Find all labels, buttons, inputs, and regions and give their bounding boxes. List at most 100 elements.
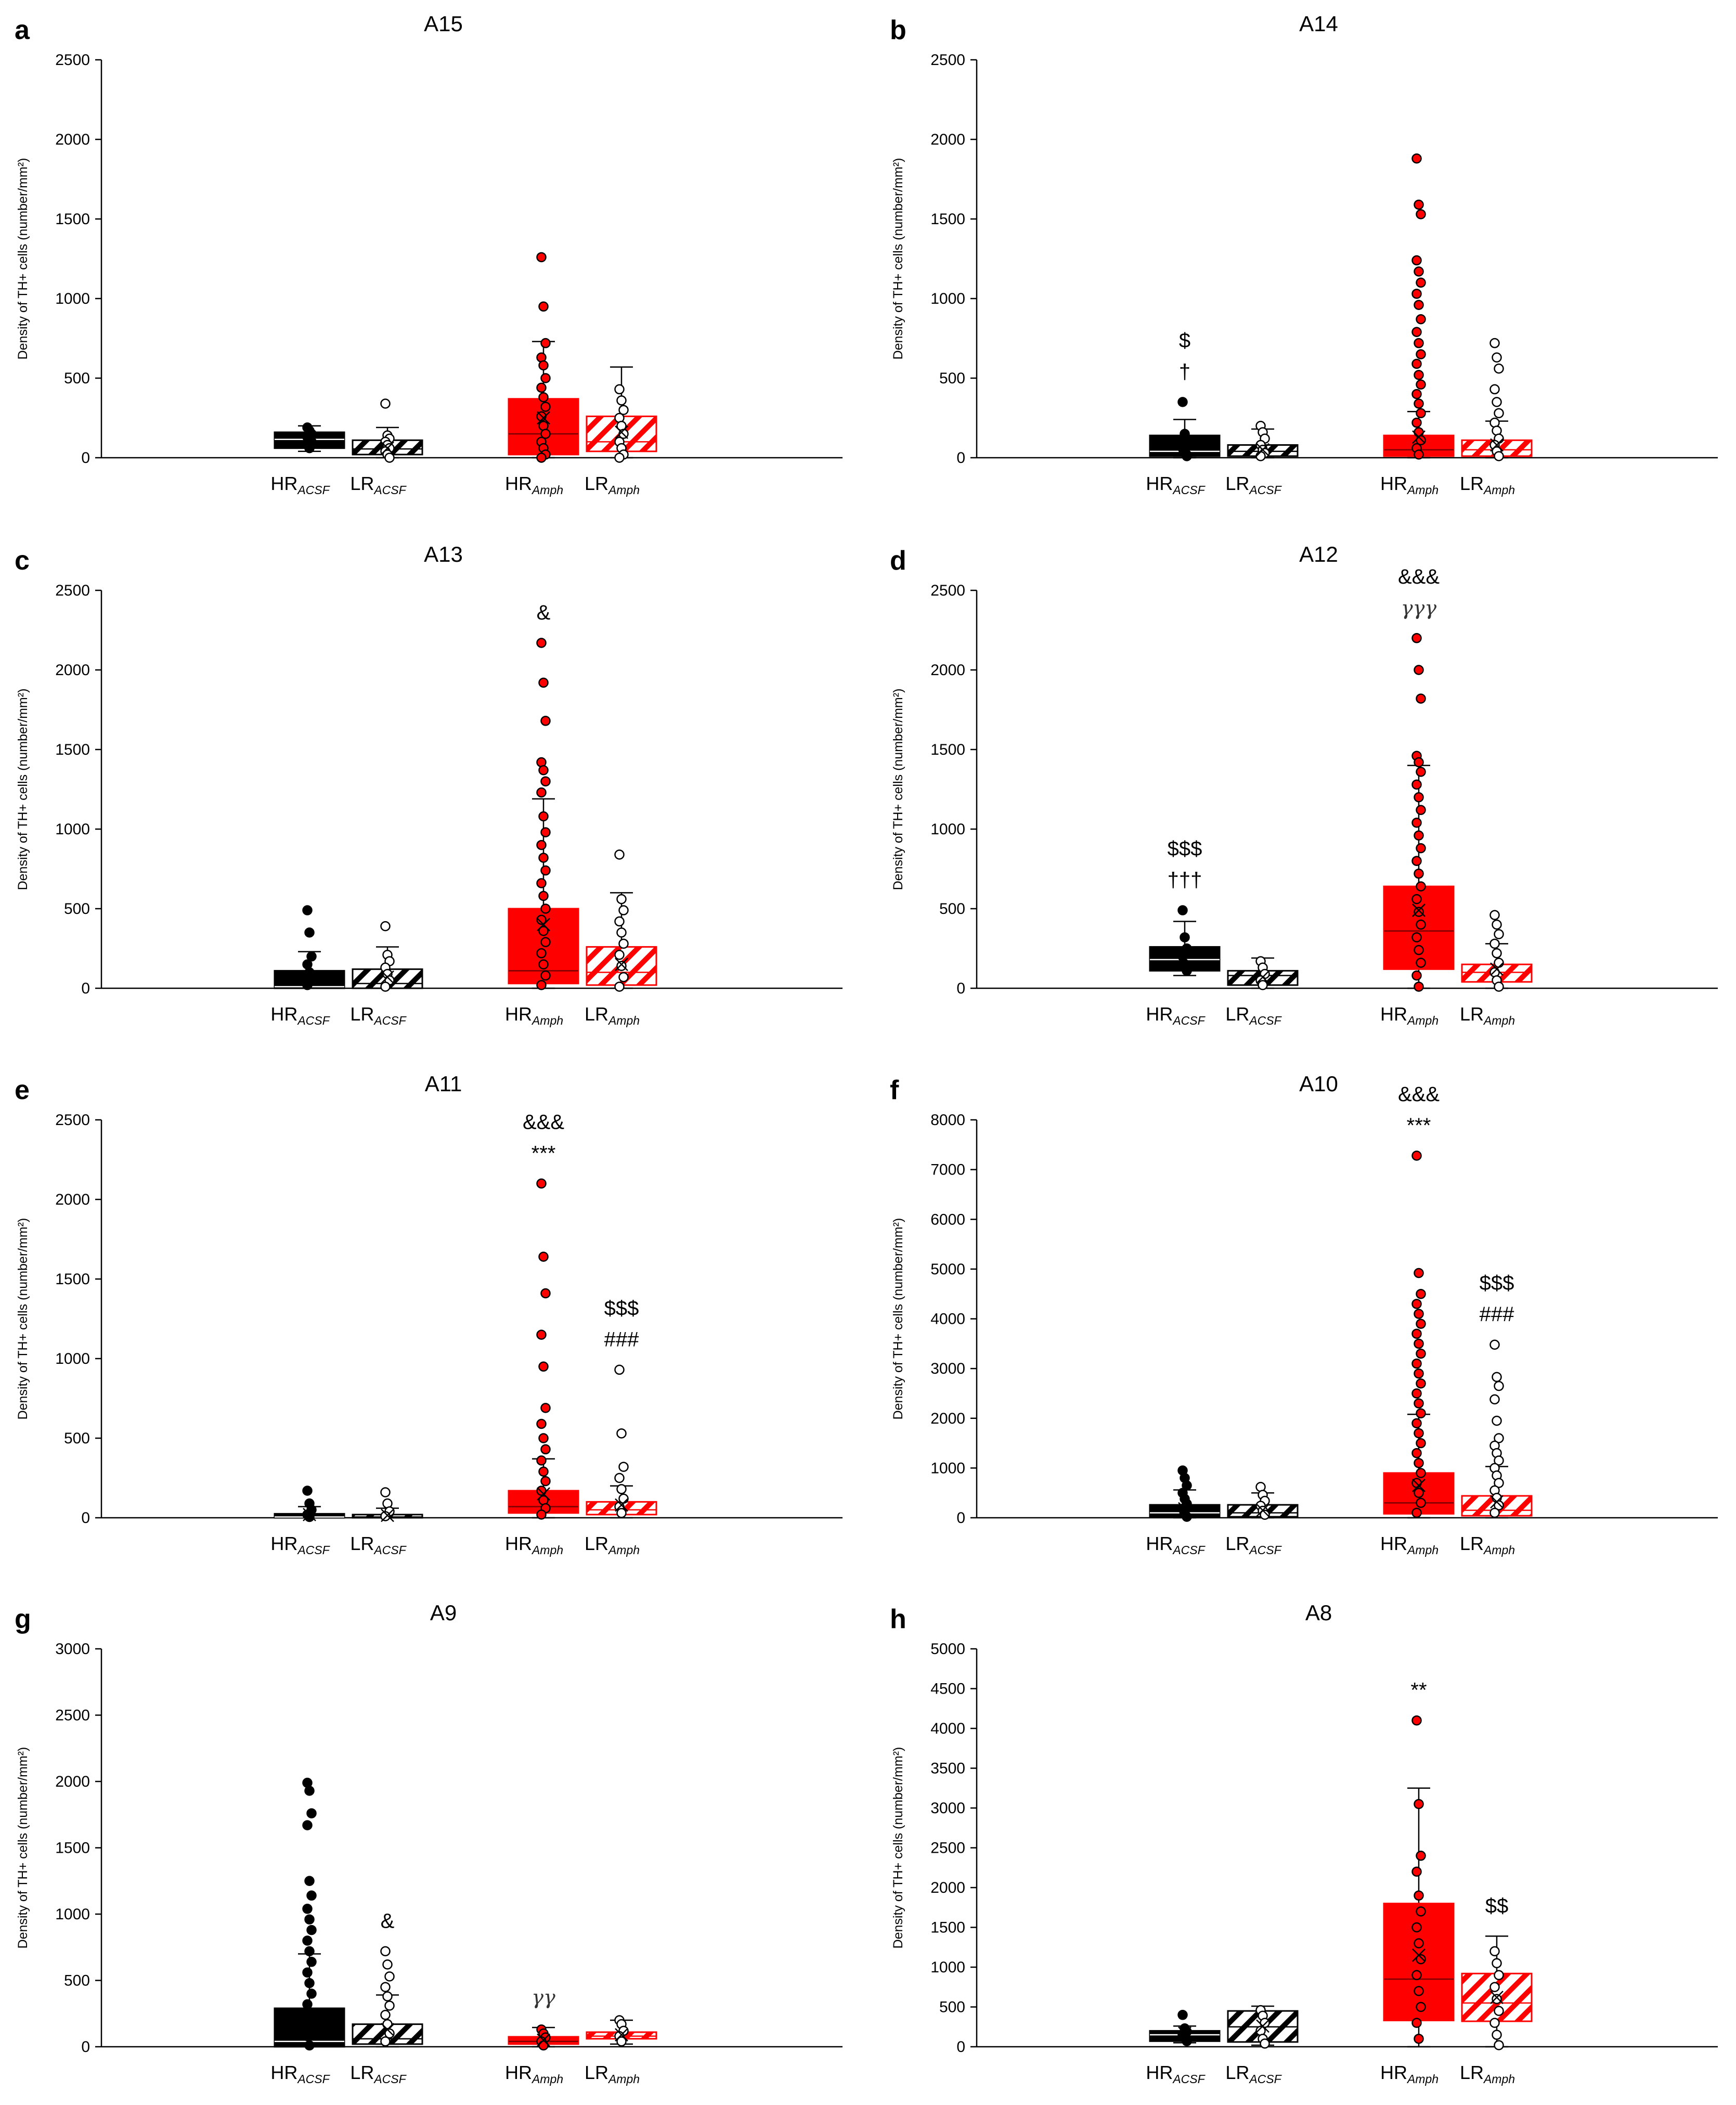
data-point — [1414, 338, 1424, 348]
data-point — [614, 1364, 625, 1375]
panel-letter: b — [890, 15, 906, 45]
data-point — [1492, 919, 1502, 930]
data-point — [1416, 767, 1426, 777]
y-tick-label: 1000 — [55, 1906, 90, 1923]
category-label: LRAmph — [585, 473, 640, 497]
data-point — [1416, 1438, 1426, 1449]
category-label: HRAmph — [505, 473, 563, 497]
category-label: LRAmph — [1460, 473, 1515, 497]
data-point — [1182, 1480, 1192, 1491]
y-tick-label: 2000 — [930, 1410, 965, 1427]
data-point — [1414, 665, 1424, 675]
box-group-3 — [586, 366, 657, 463]
mean-marker — [1490, 1495, 1504, 1509]
data-point — [540, 1403, 551, 1413]
category-label: LRACSF — [1225, 473, 1282, 497]
box-group-1 — [352, 921, 423, 992]
significance-annotation: $$ — [1485, 1894, 1509, 1917]
y-tick-label: 500 — [64, 1430, 90, 1447]
category-label-sub: Amph — [1483, 1543, 1515, 1557]
category-label-sub: ACSF — [1172, 1543, 1206, 1557]
significance-annotation: ††† — [1168, 869, 1202, 892]
data-point — [536, 1486, 547, 1496]
category-label-main: HR — [1380, 2062, 1407, 2083]
y-tick-label: 1500 — [55, 211, 90, 228]
category-label-sub: Amph — [1406, 483, 1439, 497]
category-label-main: LR — [1225, 1533, 1249, 1554]
data-point — [536, 914, 547, 925]
data-point — [1416, 1954, 1426, 1965]
significance-annotation: & — [381, 1909, 395, 1932]
category-label-sub: ACSF — [296, 483, 330, 497]
y-tick-label: 4000 — [930, 1311, 965, 1328]
data-point — [540, 865, 551, 876]
category-label-main: HR — [505, 473, 532, 494]
data-point — [384, 2028, 395, 2039]
mean-marker — [1178, 2026, 1191, 2040]
category-label: HRAmph — [1380, 2062, 1439, 2086]
data-point — [1414, 1368, 1424, 1379]
box-group-2 — [1383, 633, 1455, 992]
data-point — [1492, 397, 1502, 407]
category-label-main: LR — [1225, 2062, 1249, 2083]
category-label-sub: Amph — [531, 1014, 563, 1027]
mean-marker — [615, 425, 628, 439]
data-point — [304, 1914, 315, 1925]
mean-marker — [1256, 2019, 1269, 2033]
significance-annotation: *** — [1407, 1114, 1431, 1137]
category-label-main: LR — [585, 1003, 608, 1025]
category-label-sub: Amph — [1483, 1014, 1515, 1027]
data-point — [380, 1487, 391, 1497]
data-point — [536, 878, 547, 888]
data-point — [1414, 868, 1424, 879]
box-group-3 — [586, 1364, 657, 1519]
data-point — [536, 1455, 547, 1466]
category-label-sub: Amph — [531, 483, 563, 497]
data-point — [1411, 1299, 1422, 1309]
category-label-sub: Amph — [1483, 483, 1515, 497]
data-point — [1411, 2018, 1422, 2028]
mean-marker — [1178, 1502, 1191, 1516]
category-label-main: HR — [1146, 1003, 1173, 1025]
category-label-sub: Amph — [607, 483, 640, 497]
chart-panel-d: d A12 0 500 1000 1500 2000 2500 Density of TH+ c… — [890, 542, 1718, 1027]
category-label-sub: ACSF — [296, 1543, 330, 1557]
data-point — [1489, 1982, 1500, 1992]
category-label-sub: ACSF — [1248, 483, 1282, 497]
chart-panel-g: g A9 0 500 1000 1500 2000 2500 3000 Density of TH… — [15, 1600, 843, 2086]
data-point — [1411, 327, 1422, 338]
chart-panel-a: a A15 0 500 1000 1500 2000 2500 Density of TH+ c… — [15, 11, 843, 497]
y-tick-label: 1500 — [55, 1271, 90, 1288]
y-tick-label: 2000 — [55, 662, 90, 679]
mean-marker — [1490, 962, 1504, 976]
data-point — [1260, 1509, 1270, 1520]
box-group-1 — [1227, 421, 1299, 461]
data-point — [304, 1786, 315, 1796]
data-point — [618, 972, 629, 983]
y-tick-label: 1000 — [930, 290, 965, 307]
data-point — [540, 903, 551, 914]
significance-annotation: ### — [1480, 1303, 1514, 1326]
data-point — [306, 1890, 317, 1901]
data-point — [1416, 843, 1426, 854]
box-group-0 — [274, 422, 345, 454]
data-point — [1416, 2001, 1426, 2012]
data-point — [384, 2000, 395, 2011]
mean-marker — [537, 411, 550, 425]
mean-marker — [537, 2033, 550, 2047]
data-point — [618, 405, 629, 415]
data-point — [1494, 451, 1504, 461]
data-point — [1414, 1799, 1424, 1810]
significance-annotation: ** — [1410, 1679, 1427, 1702]
y-tick-label: 500 — [64, 370, 90, 387]
data-point — [540, 373, 551, 383]
significance-annotation: γγγ — [1401, 597, 1436, 619]
data-point — [380, 1511, 391, 1521]
data-point — [1416, 1906, 1426, 1917]
data-point — [1182, 943, 1192, 954]
category-label: HRAmph — [1380, 1003, 1439, 1027]
y-tick-label: 0 — [956, 980, 965, 997]
data-point — [1416, 1851, 1426, 1861]
y-tick-label: 0 — [81, 449, 90, 467]
category-label: LRACSF — [1225, 1533, 1282, 1557]
